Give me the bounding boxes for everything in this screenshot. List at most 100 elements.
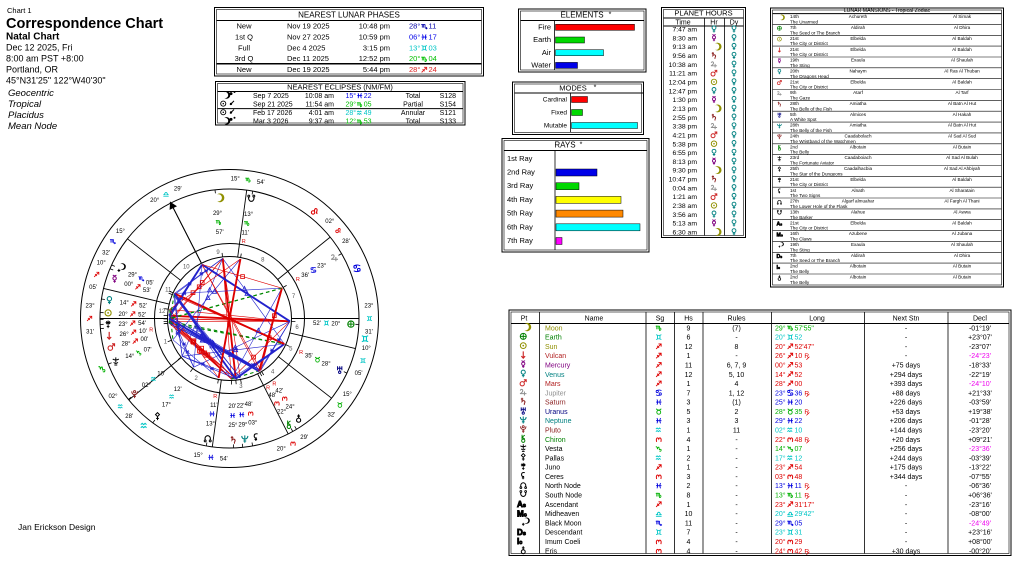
svg-text:Al Shaulah: Al Shaulah xyxy=(951,242,974,247)
svg-text:+144 days: +144 days xyxy=(890,428,923,435)
svg-text:20°: 20° xyxy=(775,538,786,546)
svg-text:+344 days: +344 days xyxy=(890,474,923,481)
svg-text:6, 7, 9: 6, 7, 9 xyxy=(727,363,747,370)
svg-text:Elbelda: Elbelda xyxy=(850,79,866,84)
svg-text:3: 3 xyxy=(687,418,691,425)
svg-text:Al Baldah: Al Baldah xyxy=(952,36,972,41)
svg-text:49: 49 xyxy=(364,110,372,117)
svg-text:Dec 12 2025, Fri: Dec 12 2025, Fri xyxy=(6,43,73,53)
svg-text:Nahaym: Nahaym xyxy=(849,68,866,73)
svg-text:Chart 1: Chart 1 xyxy=(7,6,32,15)
svg-text:(1): (1) xyxy=(732,400,741,407)
svg-text:31'17": 31'17" xyxy=(795,502,815,509)
svg-text:12: 12 xyxy=(685,344,693,351)
svg-text:06°: 06° xyxy=(409,32,420,41)
svg-text:6th Ray: 6th Ray xyxy=(507,222,533,231)
svg-text:Correspondence Chart: Correspondence Chart xyxy=(6,16,163,32)
svg-text:10°: 10° xyxy=(97,261,107,267)
svg-text:Decl: Decl xyxy=(973,316,987,323)
svg-text:15°: 15° xyxy=(194,453,204,459)
svg-text:17°: 17° xyxy=(162,403,172,409)
svg-text:10:08 am: 10:08 am xyxy=(305,93,334,100)
svg-text:-08°00': -08°00' xyxy=(969,510,991,518)
svg-text:23°: 23° xyxy=(86,304,96,310)
svg-text:48: 48 xyxy=(795,437,803,444)
svg-text:Elbelda: Elbelda xyxy=(850,47,866,52)
svg-text:Venus: Venus xyxy=(545,372,565,379)
svg-text:Portland, OR: Portland, OR xyxy=(6,65,59,75)
svg-text:23°: 23° xyxy=(775,529,786,537)
svg-text:6:55 pm: 6:55 pm xyxy=(672,150,697,157)
svg-text:Neptune: Neptune xyxy=(545,418,572,425)
svg-text:Al Awwa: Al Awwa xyxy=(953,210,971,215)
svg-text:-00°20': -00°20' xyxy=(969,547,991,555)
svg-text:Elbelda: Elbelda xyxy=(850,220,866,225)
svg-text:14°: 14° xyxy=(775,371,786,379)
svg-text:1: 1 xyxy=(687,353,691,360)
svg-text:The Belly: The Belly xyxy=(790,280,810,285)
svg-text:11:54 am: 11:54 am xyxy=(305,101,334,108)
svg-text:-23°07': -23°07' xyxy=(969,343,991,351)
svg-text:10:38 am: 10:38 am xyxy=(669,62,698,69)
svg-text:-23°16': -23°16' xyxy=(969,501,991,509)
svg-text:Earth: Earth xyxy=(533,35,551,44)
svg-text:2nd: 2nd xyxy=(790,144,798,149)
svg-text:5: 5 xyxy=(687,409,691,416)
svg-text:13°: 13° xyxy=(775,482,786,490)
svg-text:4:21 pm: 4:21 pm xyxy=(672,132,697,139)
svg-text:Eris: Eris xyxy=(545,548,558,555)
svg-text:20°: 20° xyxy=(409,54,420,63)
svg-text:8:00 am PST +8:00: 8:00 am PST +8:00 xyxy=(6,54,84,64)
svg-text:21st: 21st xyxy=(790,36,799,41)
svg-text:Exaula: Exaula xyxy=(851,242,865,247)
svg-text:Al Butain: Al Butain xyxy=(953,144,972,149)
svg-text:Dec 19 2025: Dec 19 2025 xyxy=(287,65,330,74)
svg-text:Cardinal: Cardinal xyxy=(543,97,568,104)
svg-text:-23°20': -23°20' xyxy=(969,427,991,435)
svg-text:8: 8 xyxy=(735,344,739,351)
svg-text:+244 days: +244 days xyxy=(890,455,923,462)
svg-text:15°: 15° xyxy=(343,392,353,398)
svg-text:1st: 1st xyxy=(790,188,797,193)
svg-text:11: 11 xyxy=(685,520,692,527)
svg-text:-06°36': -06°36' xyxy=(969,482,991,490)
svg-text:Vulcan: Vulcan xyxy=(545,353,566,360)
svg-text:Al Baldah: Al Baldah xyxy=(952,47,972,52)
svg-text:23°: 23° xyxy=(364,304,374,310)
svg-text:29°: 29° xyxy=(213,211,223,217)
svg-text:12: 12 xyxy=(795,455,803,462)
svg-text:Elbelda: Elbelda xyxy=(850,177,866,182)
svg-text:North Node: North Node xyxy=(545,483,581,490)
svg-text:53': 53' xyxy=(143,288,151,294)
svg-text:4: 4 xyxy=(687,548,691,555)
svg-text:Mutable: Mutable xyxy=(544,123,568,130)
svg-text:24°: 24° xyxy=(775,547,786,555)
svg-text:+09°21': +09°21' xyxy=(968,436,992,444)
svg-text:Al Sad Al Sud: Al Sad Al Sud xyxy=(948,134,977,139)
svg-text:2: 2 xyxy=(687,483,691,490)
svg-text:29': 29' xyxy=(174,186,182,192)
svg-text:(7): (7) xyxy=(732,325,741,332)
svg-text:Ceres: Ceres xyxy=(545,474,564,481)
svg-text:9:56 am: 9:56 am xyxy=(672,53,697,60)
svg-text:20th: 20th xyxy=(790,68,799,73)
svg-text:36: 36 xyxy=(795,390,803,397)
svg-text:29°: 29° xyxy=(238,422,248,428)
svg-text:1: 1 xyxy=(687,428,691,435)
svg-text:00': 00' xyxy=(140,337,148,343)
svg-text:42': 42' xyxy=(275,389,283,395)
svg-text:12:52 pm: 12:52 pm xyxy=(359,54,390,63)
svg-text:23°: 23° xyxy=(775,389,786,397)
svg-text:54': 54' xyxy=(220,456,228,462)
svg-text:48: 48 xyxy=(795,474,803,481)
svg-text:+08°00': +08°00' xyxy=(968,538,992,546)
svg-text:00: 00 xyxy=(795,381,803,388)
svg-text:The City or District: The City or District xyxy=(790,226,828,231)
svg-text:-03°39': -03°39' xyxy=(969,454,991,462)
svg-text:1: 1 xyxy=(687,446,691,453)
svg-text:Partial: Partial xyxy=(403,101,423,108)
svg-text:10: 10 xyxy=(795,428,803,435)
svg-text:7:47 am: 7:47 am xyxy=(672,27,697,34)
svg-text:-01°19': -01°19' xyxy=(969,324,991,332)
svg-text:New: New xyxy=(236,65,252,74)
